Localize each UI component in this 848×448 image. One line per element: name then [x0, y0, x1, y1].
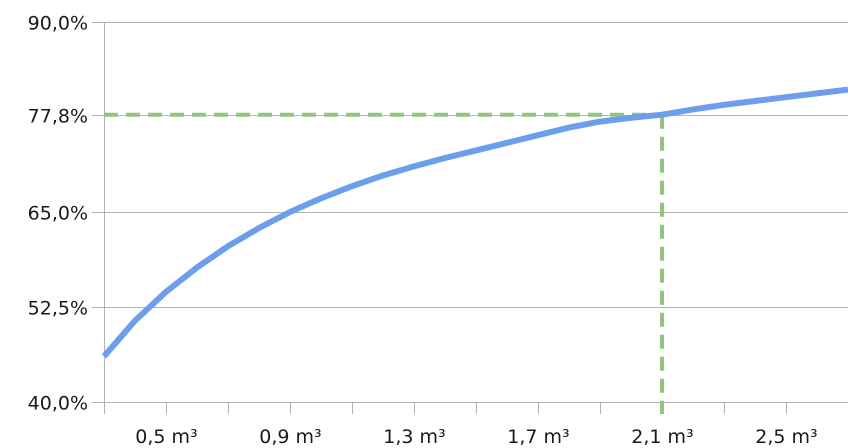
y-tick-label: 65,0% [28, 203, 88, 225]
x-tick-label: 2,1 m³ [631, 426, 693, 448]
tick-labels: 40,0% 52,5% 65,0% 77,8% 90,0% 0,5 m³ 0,9 m³ 1,3… [28, 13, 818, 448]
x-tick-label: 2,5 m³ [755, 426, 817, 448]
x-tick-label: 1,7 m³ [507, 426, 569, 448]
y-tick-label: 77,8% [28, 106, 88, 128]
reference-lines [104, 112, 664, 414]
axis-layer [92, 22, 787, 414]
x-tick-label: 1,3 m³ [383, 426, 445, 448]
y-tick-label: 52,5% [28, 298, 88, 320]
series-line [101, 86, 848, 359]
y-tick-label: 40,0% [28, 393, 88, 415]
y-tick-label: 90,0% [28, 13, 88, 35]
x-tick-label: 0,9 m³ [259, 426, 321, 448]
x-tick-label: 0,5 m³ [135, 426, 197, 448]
series-layer [101, 86, 848, 359]
grid-layer [104, 22, 848, 403]
